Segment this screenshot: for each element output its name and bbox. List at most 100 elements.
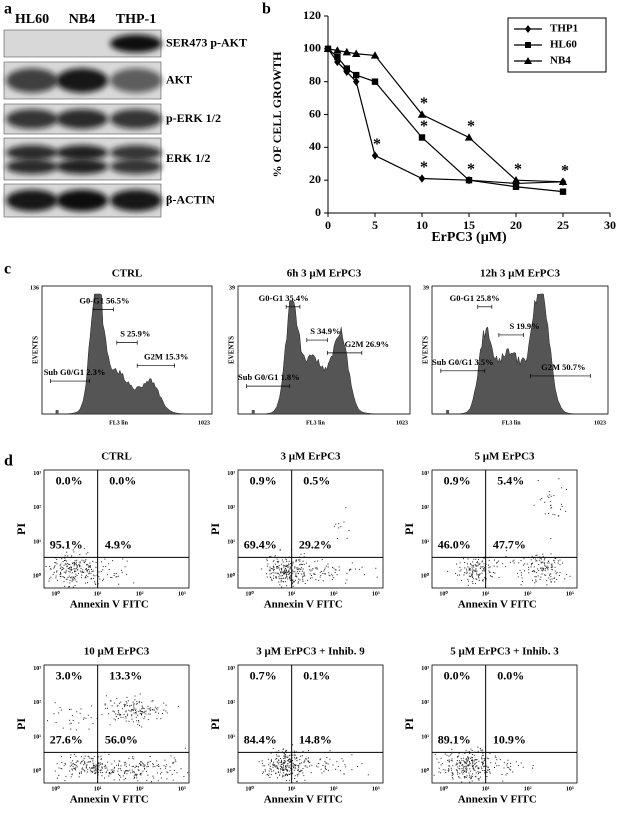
dot bbox=[461, 759, 463, 761]
dot bbox=[488, 564, 489, 566]
dot bbox=[277, 755, 279, 757]
dot bbox=[291, 772, 293, 774]
dot bbox=[62, 561, 64, 563]
dot bbox=[480, 766, 482, 768]
dot bbox=[287, 769, 289, 771]
marker bbox=[352, 49, 361, 57]
dot bbox=[69, 571, 71, 573]
band bbox=[56, 109, 108, 129]
dot bbox=[482, 762, 484, 764]
dot bbox=[288, 574, 290, 576]
dot bbox=[110, 700, 112, 702]
dot bbox=[261, 762, 263, 764]
dot bbox=[283, 772, 285, 774]
gate-label: S 19.9% bbox=[509, 321, 539, 331]
dot bbox=[302, 750, 304, 752]
dot bbox=[565, 489, 567, 490]
dot bbox=[71, 580, 73, 582]
dot bbox=[68, 570, 70, 572]
dot bbox=[86, 569, 88, 571]
dot bbox=[75, 767, 77, 769]
dot bbox=[289, 755, 291, 757]
dot bbox=[436, 758, 438, 760]
dot bbox=[125, 711, 127, 713]
dot bbox=[317, 560, 319, 562]
dot bbox=[294, 567, 296, 569]
y-tick-label: 0 bbox=[315, 205, 321, 219]
dot bbox=[302, 570, 303, 572]
dot bbox=[545, 574, 547, 576]
dot bbox=[279, 761, 281, 763]
dot bbox=[72, 579, 74, 581]
dot bbox=[125, 763, 127, 765]
dot bbox=[137, 714, 139, 716]
y-tick-label: 80 bbox=[309, 73, 321, 87]
dot bbox=[75, 765, 77, 767]
dot bbox=[91, 767, 93, 769]
dot bbox=[334, 569, 336, 571]
dot bbox=[465, 568, 467, 570]
dot bbox=[111, 772, 113, 773]
dot bbox=[288, 767, 290, 768]
dot bbox=[56, 571, 58, 573]
dot bbox=[306, 758, 308, 760]
dot bbox=[57, 579, 58, 581]
dot bbox=[478, 767, 480, 769]
dot bbox=[126, 574, 128, 575]
dot bbox=[459, 562, 461, 564]
dot bbox=[56, 570, 58, 572]
dot bbox=[104, 767, 106, 769]
quadrant-percent: 27.6% bbox=[50, 732, 83, 746]
histogram bbox=[237, 299, 411, 415]
dot bbox=[561, 506, 563, 507]
dot bbox=[284, 756, 286, 758]
dot bbox=[282, 571, 284, 573]
dot bbox=[297, 571, 298, 573]
dot bbox=[112, 771, 114, 772]
dot bbox=[303, 556, 305, 558]
dot bbox=[136, 701, 138, 703]
blot-bands bbox=[6, 189, 162, 212]
dot bbox=[112, 771, 114, 773]
dot bbox=[260, 568, 262, 570]
dot bbox=[300, 771, 302, 772]
dot bbox=[118, 779, 120, 781]
dot bbox=[548, 577, 550, 579]
dot bbox=[74, 585, 76, 586]
dot bbox=[111, 763, 113, 765]
dot bbox=[135, 716, 137, 718]
dot bbox=[473, 569, 475, 571]
dot bbox=[467, 580, 469, 582]
dot bbox=[129, 769, 131, 771]
dot bbox=[292, 764, 294, 766]
dot bbox=[125, 701, 127, 703]
dot bbox=[544, 501, 546, 503]
dot bbox=[296, 569, 298, 570]
dot bbox=[475, 568, 477, 570]
dot bbox=[104, 703, 106, 705]
dot bbox=[95, 772, 97, 774]
dot bbox=[334, 572, 336, 573]
dot bbox=[283, 573, 285, 575]
dot bbox=[280, 572, 282, 574]
dot bbox=[294, 756, 296, 758]
dot bbox=[499, 759, 501, 761]
dot bbox=[59, 564, 61, 566]
dot bbox=[135, 703, 137, 705]
dot bbox=[298, 765, 300, 767]
band bbox=[110, 189, 162, 212]
dot bbox=[335, 768, 337, 770]
dot bbox=[506, 764, 508, 766]
dot bbox=[533, 566, 535, 568]
dot bbox=[297, 559, 299, 561]
dot bbox=[133, 778, 135, 780]
dot bbox=[471, 764, 473, 766]
dot bbox=[286, 570, 288, 572]
dot bbox=[104, 704, 106, 706]
dot bbox=[120, 776, 122, 778]
dot bbox=[302, 575, 304, 577]
dot bbox=[535, 580, 537, 582]
dot bbox=[284, 570, 286, 572]
dot bbox=[92, 758, 94, 760]
dot bbox=[520, 572, 522, 574]
